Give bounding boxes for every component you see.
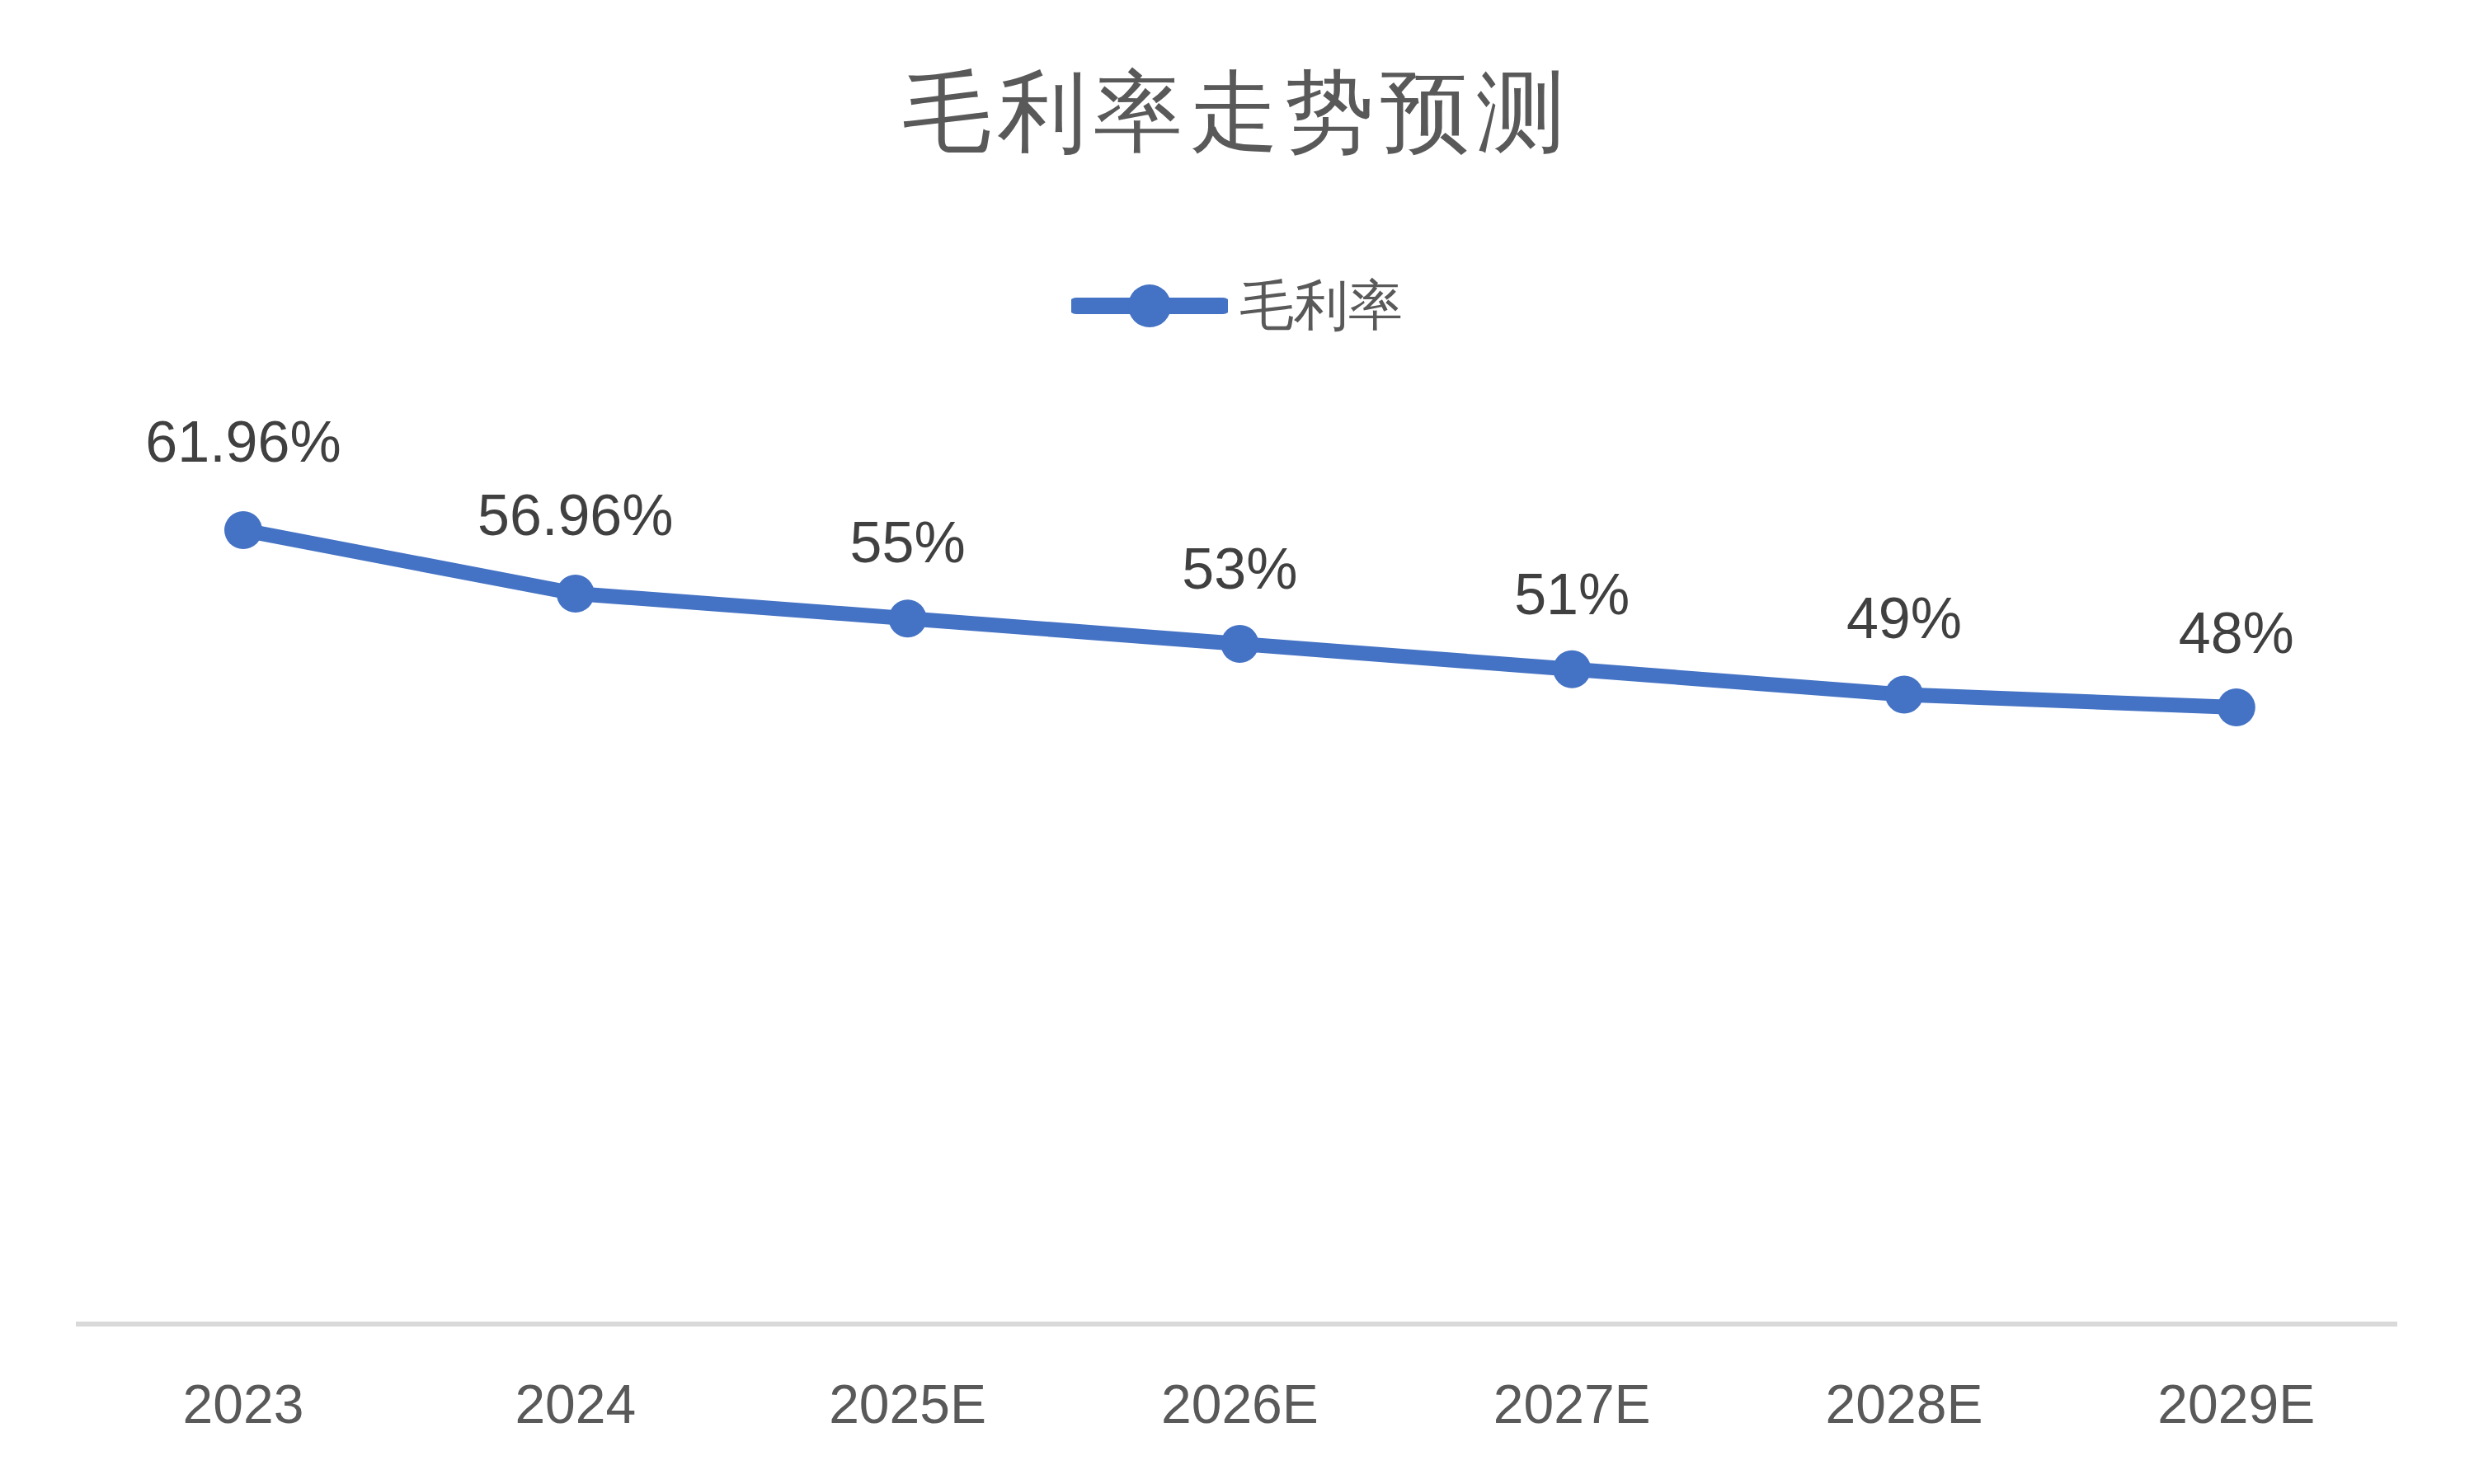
data-point-marker[interactable]	[1553, 650, 1591, 688]
chart-canvas: 毛利率走势预测 毛利率 61.96%56.96%55%53%51%49%48%2…	[0, 0, 2474, 1484]
data-label: 61.96%	[145, 410, 341, 474]
x-tick-label: 2029E	[2157, 1374, 2315, 1435]
x-tick-label: 2028E	[1826, 1374, 1983, 1435]
x-tick-label: 2025E	[829, 1374, 986, 1435]
x-tick-label: 2024	[515, 1374, 636, 1435]
data-point-marker[interactable]	[1885, 676, 1923, 714]
data-label: 49%	[1846, 586, 1962, 650]
x-tick-label: 2027E	[1493, 1374, 1651, 1435]
data-point-marker[interactable]	[1221, 625, 1258, 663]
x-tick-label: 2026E	[1161, 1374, 1319, 1435]
data-label: 55%	[850, 510, 966, 575]
data-label: 53%	[1182, 537, 1297, 601]
data-label: 56.96%	[477, 483, 673, 547]
data-label: 48%	[2179, 601, 2294, 665]
data-point-marker[interactable]	[557, 575, 595, 613]
data-point-marker[interactable]	[889, 599, 927, 637]
x-tick-label: 2023	[183, 1374, 304, 1435]
line-chart-plot: 61.96% 56.96% 55% 53% 51% 49% 48% 2023 2024 2025E…	[0, 0, 2474, 1484]
data-point-marker[interactable]	[2218, 688, 2255, 726]
data-label: 51%	[1514, 562, 1630, 627]
data-point-marker[interactable]	[224, 511, 262, 549]
